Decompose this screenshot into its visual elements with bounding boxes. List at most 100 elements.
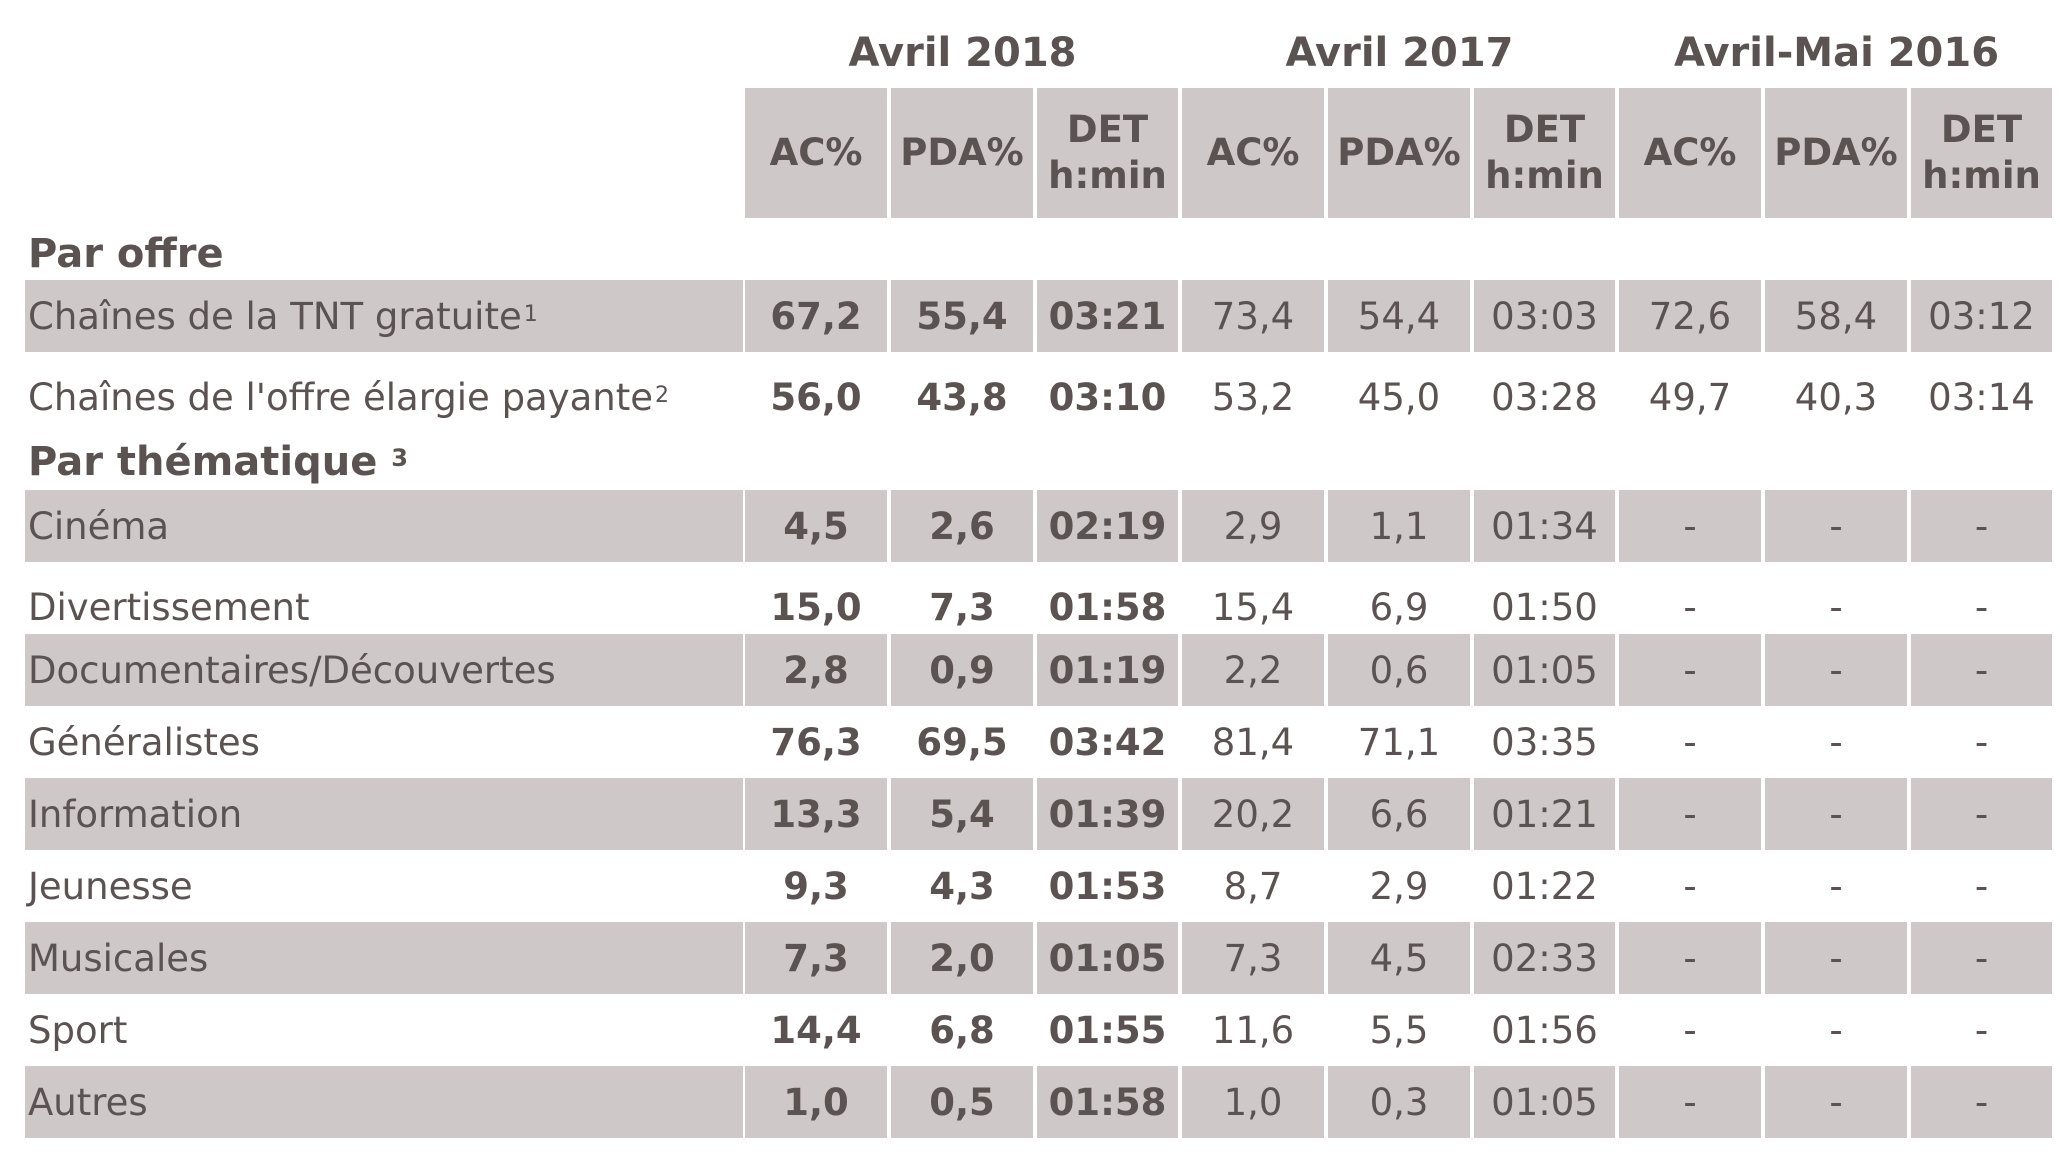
table-cell: 02:19 — [1037, 490, 1178, 562]
table-cell: 0,6 — [1328, 634, 1470, 706]
period-header-2017: Avril 2017 — [1285, 30, 1514, 76]
table-cell: 03:03 — [1474, 280, 1615, 352]
table-cell: - — [1619, 1066, 1761, 1138]
table-cell: 69,5 — [916, 720, 1008, 764]
table-cell: 01:34 — [1474, 490, 1615, 562]
table-cell: - — [1829, 720, 1843, 764]
table-row: Autres 1,0 0,5 01:58 1,0 0,3 01:05- - - — [0, 1066, 2060, 1138]
section-title: Par thématique 3 — [28, 434, 408, 490]
table-cell: 01:50 — [1491, 585, 1598, 629]
table-cell: 1,0 — [745, 1066, 887, 1138]
table-cell: 01:05 — [1037, 922, 1178, 994]
table-cell: 73,4 — [1182, 280, 1324, 352]
table-cell: - — [1683, 1008, 1697, 1052]
row-label: Cinéma — [25, 490, 743, 562]
table-cell: 1,1 — [1328, 490, 1470, 562]
table-cell: 7,3 — [745, 922, 887, 994]
table-cell: 2,2 — [1182, 634, 1324, 706]
column-header: DET h:min — [1037, 88, 1178, 218]
table-cell: 2,0 — [891, 922, 1033, 994]
row-label: Généralistes — [25, 706, 743, 778]
table-row: Information 13,3 5,4 01:39 20,2 6,6 01:21- - - — [0, 778, 2060, 850]
table-cell: 20,2 — [1182, 778, 1324, 850]
table-cell: 01:19 — [1037, 634, 1178, 706]
table-cell: 4,3 — [929, 864, 995, 908]
table-cell: 43,8 — [916, 375, 1008, 419]
table-cell: 8,7 — [1223, 864, 1283, 908]
table-cell: 01:05 — [1474, 634, 1615, 706]
table-cell: 01:56 — [1491, 1008, 1598, 1052]
table-cell: - — [1974, 864, 1989, 908]
table-cell: 5,5 — [1369, 1008, 1429, 1052]
table-cell: 49,7 — [1648, 375, 1732, 419]
table-cell: 03:28 — [1491, 375, 1598, 419]
row-label: Jeunesse — [25, 850, 743, 922]
table-cell: - — [1911, 1066, 2052, 1138]
row-label: Musicales — [25, 922, 743, 994]
table-cell: 03:12 — [1911, 280, 2052, 352]
table-cell: 53,2 — [1211, 375, 1295, 419]
table-cell: 2,8 — [745, 634, 887, 706]
row-label-text: Généralistes — [28, 720, 260, 764]
table-cell: 40,3 — [1794, 375, 1878, 419]
table-cell: 55,4 — [891, 280, 1033, 352]
table-cell: - — [1911, 922, 2052, 994]
row-label-text: Autres — [28, 1080, 148, 1124]
table-cell: - — [1911, 634, 2052, 706]
table-cell: 14,4 — [770, 1008, 862, 1052]
table-cell: 03:35 — [1491, 720, 1598, 764]
table-row: Musicales 7,3 2,0 01:05 7,3 4,5 02:33- - - — [0, 922, 2060, 994]
table-cell: 9,3 — [783, 864, 849, 908]
table-cell: - — [1829, 1008, 1843, 1052]
table-row: Divertissement 15,0 7,3 01:58 15,4 6,9 01:50 - -… — [0, 574, 2060, 640]
table-row: Documentaires/Découvertes 2,8 0,9 01:19 2,2 0… — [0, 634, 2060, 706]
table-cell: 03:10 — [1048, 375, 1167, 419]
table-cell: 76,3 — [770, 720, 862, 764]
period-header-2016: Avril-Mai 2016 — [1673, 30, 2000, 76]
table-row: Cinéma 4,5 2,6 02:19 2,9 1,1 01:34- - - — [0, 490, 2060, 562]
table-cell: - — [1619, 490, 1761, 562]
row-label-text: Musicales — [28, 936, 209, 980]
column-header: AC% — [745, 88, 887, 218]
table-cell: 54,4 — [1328, 280, 1470, 352]
row-label-text: Information — [28, 792, 243, 836]
table-cell: 01:53 — [1048, 864, 1167, 908]
column-header: AC% — [1619, 88, 1761, 218]
table-cell: - — [1619, 634, 1761, 706]
row-label-text: Jeunesse — [28, 864, 193, 908]
table-row: Chaînes de l'offre élargie payante 2 56,0 4… — [0, 362, 2060, 432]
table-cell: - — [1974, 585, 1989, 629]
table-cell: 0,3 — [1328, 1066, 1470, 1138]
table-cell: - — [1619, 778, 1761, 850]
table-cell: - — [1765, 922, 1907, 994]
table-cell: 7,3 — [1182, 922, 1324, 994]
table-row: Jeunesse 9,3 4,3 01:53 8,7 2,9 01:22 - - - — [0, 850, 2060, 922]
table-cell: 01:39 — [1037, 778, 1178, 850]
section-note: 3 — [391, 444, 408, 472]
table-cell: 0,5 — [891, 1066, 1033, 1138]
table-cell: - — [1765, 634, 1907, 706]
table-cell: 2,9 — [1182, 490, 1324, 562]
table-row: Chaînes de la TNT gratuite 1 67,2 55,4 03:21… — [0, 280, 2060, 352]
table-cell: 72,6 — [1619, 280, 1761, 352]
row-label: Documentaires/Découvertes — [25, 634, 743, 706]
row-label: Chaînes de la TNT gratuite 1 — [25, 280, 743, 352]
table-cell: 45,0 — [1357, 375, 1441, 419]
table-cell: 01:05 — [1474, 1066, 1615, 1138]
table-cell: 03:14 — [1928, 375, 2035, 419]
table-cell: - — [1683, 864, 1697, 908]
table-cell: 15,0 — [770, 585, 862, 629]
table-cell: - — [1765, 490, 1907, 562]
table-cell: - — [1911, 490, 2052, 562]
column-header: PDA% — [891, 88, 1033, 218]
row-label: Divertissement — [25, 574, 743, 640]
table-cell: 58,4 — [1765, 280, 1907, 352]
table-cell: 4,5 — [1328, 922, 1470, 994]
table-cell: 1,0 — [1182, 1066, 1324, 1138]
footnote-marker: 1 — [523, 301, 538, 327]
table-cell: - — [1683, 720, 1697, 764]
table-cell: - — [1683, 585, 1697, 629]
column-header: DET h:min — [1474, 88, 1615, 218]
table-cell: 01:22 — [1491, 864, 1598, 908]
